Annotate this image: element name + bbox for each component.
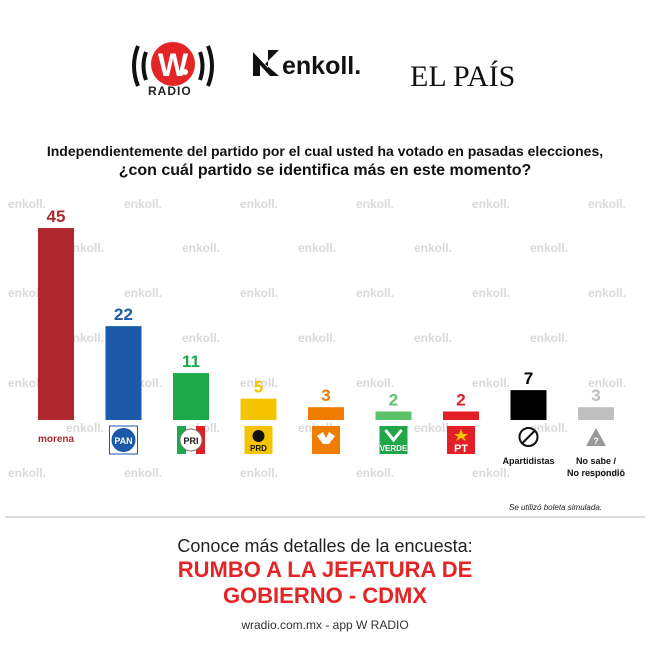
question-line-1: Independientemente del partido por el cu… (46, 143, 604, 159)
category-label: No respondió (567, 468, 626, 478)
watermark-text: enkoll. (240, 466, 278, 480)
morena-logo-text: morena (38, 434, 75, 445)
watermark-text: enkoll. (8, 376, 46, 390)
category-marker: morena (38, 434, 75, 445)
watermark-text: enkoll. (414, 421, 452, 435)
watermark-text: enkoll. (356, 376, 394, 390)
watermark-text: enkoll. (8, 197, 46, 211)
cta-line-3: GOBIERNO - CDMX (222, 583, 428, 608)
category-marker (312, 426, 340, 454)
watermark-text: enkoll. (356, 197, 394, 211)
bar (578, 407, 614, 420)
w-radio-logo: W (132, 42, 214, 87)
watermark-text: enkoll. (8, 286, 46, 300)
data-label: 45 (47, 207, 66, 226)
watermark-text: enkoll. (240, 286, 278, 300)
bar (510, 390, 547, 420)
watermark-text: enkoll. (530, 421, 568, 435)
watermark-text: enkoll. (588, 286, 626, 300)
category-marker: PT (447, 426, 475, 455)
prd-logo-text: PRD (250, 444, 267, 453)
category-marker: PRD (244, 426, 273, 454)
party-logos-layer: morena PAN PRI PRD VERDE PT Apartidistas? No sa… (38, 425, 626, 478)
category-marker: ? (586, 428, 606, 446)
category-marker: PAN (109, 425, 138, 455)
footnote: Se utilizó boleta simulada. (509, 503, 602, 512)
watermark-text: enkoll. (240, 197, 278, 211)
data-label: 22 (114, 305, 133, 324)
bar (443, 411, 479, 420)
watermark-text: enkoll. (472, 197, 510, 211)
pan-logo-icon (111, 428, 136, 452)
watermark-text: enkoll. (530, 331, 568, 345)
w-radio-label: RADIO (148, 84, 192, 98)
data-label: 5 (254, 378, 263, 397)
watermark-text: enkoll. (66, 241, 104, 255)
bar (38, 228, 74, 420)
data-label: 3 (591, 386, 600, 405)
question-line-2: ¿con cuál partido se identifica más en e… (118, 162, 532, 179)
bar (173, 373, 209, 420)
watermark-text: enkoll. (298, 241, 336, 255)
category-marker: VERDE (379, 426, 408, 454)
watermark-text: enkoll. (472, 466, 510, 480)
svg-text:W: W (158, 47, 189, 83)
watermark-layer: enkoll. enkoll. enkoll. enkoll. enkoll. enkol… (8, 197, 626, 480)
watermark-text: enkoll. (298, 331, 336, 345)
watermark-text: enkoll. (182, 331, 220, 345)
cta-line-1: Conoce más detalles de la encuesta: (177, 536, 473, 556)
watermark-text: enkoll. (588, 376, 626, 390)
bar (308, 407, 344, 420)
enkoll-logo: enkoll. (250, 46, 361, 81)
category-label: No sabe / (576, 456, 617, 466)
cta-title: RUMBO A LA JEFATURA DE GOBIERNO - CDMX (0, 557, 650, 609)
data-label: 2 (456, 390, 465, 409)
data-label: 7 (524, 369, 533, 388)
watermark-text: enkoll. (240, 376, 278, 390)
data-label: 3 (321, 386, 330, 405)
bar (375, 411, 412, 420)
verde-logo-text: VERDE (380, 444, 408, 453)
data-label: 2 (389, 390, 398, 409)
watermark-text: enkoll. (414, 331, 452, 345)
pan-logo-text: PAN (114, 436, 132, 446)
watermark-text: enkoll. (356, 466, 394, 480)
watermark-text: enkoll. (530, 241, 568, 255)
no-sabe-icon (586, 428, 606, 446)
divider (5, 516, 645, 518)
apartidistas-icon (518, 427, 539, 447)
watermark-text: enkoll. (588, 197, 626, 211)
watermark-text: enkoll. (356, 286, 394, 300)
category-marker (518, 427, 539, 447)
watermark-text: enkoll. (182, 241, 220, 255)
watermark-text: enkoll. (124, 197, 162, 211)
watermark-text: enkoll. (124, 466, 162, 480)
website-link[interactable]: wradio.com.mx - app W RADIO (241, 618, 409, 632)
bar (240, 398, 277, 420)
category-marker: PRI (177, 426, 205, 454)
data-label: 11 (182, 352, 200, 371)
category-label: Apartidistas (502, 456, 554, 466)
watermark-text: enkoll. (588, 466, 626, 480)
enkoll-label: enkoll. (282, 52, 362, 80)
el-pais-logo: EL PAÍS (410, 60, 516, 93)
watermark-text: enkoll. (66, 421, 104, 435)
watermark-text: enkoll. (8, 466, 46, 480)
pri-logo-text: PRI (183, 436, 198, 446)
svg-text:?: ? (593, 436, 599, 446)
watermark-text: enkoll. (66, 331, 104, 345)
bar (105, 326, 142, 420)
watermark-text: enkoll. (124, 286, 162, 300)
cta-line-2: RUMBO A LA JEFATURA DE (177, 557, 473, 582)
watermark-text: enkoll. (414, 241, 452, 255)
enkoll-mark-icon (253, 50, 279, 76)
pt-logo-text: PT (454, 443, 468, 455)
watermark-text: enkoll. (472, 286, 510, 300)
watermark-text: enkoll. (472, 376, 510, 390)
